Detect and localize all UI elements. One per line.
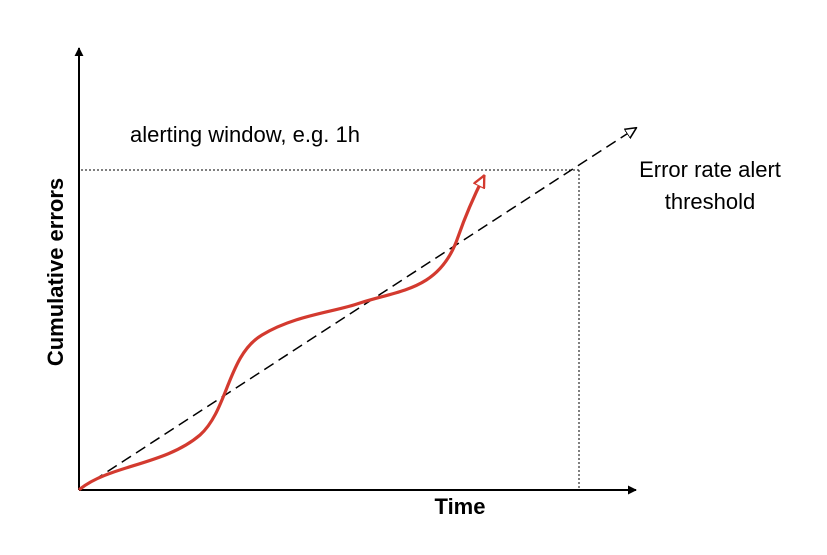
x-axis-label-text: Time — [434, 494, 486, 519]
threshold-label: Error rate alert threshold — [639, 157, 781, 214]
y-axis-label-text: Cumulative errors — [43, 177, 68, 367]
cumulative-errors-curve — [78, 176, 486, 491]
alerting-window-label: alerting window, e.g. 1h — [130, 122, 360, 147]
threshold-line — [78, 128, 636, 491]
